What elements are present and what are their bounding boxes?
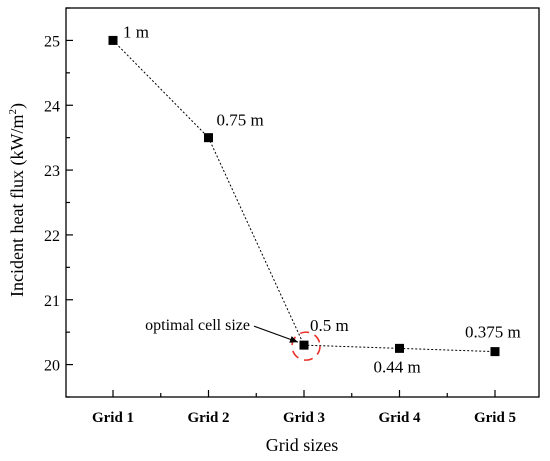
x-axis-title: Grid sizes xyxy=(266,435,338,455)
data-point-label: 0.5 m xyxy=(310,316,349,335)
y-tick-label: 24 xyxy=(44,98,60,115)
data-point-label: 0.44 m xyxy=(374,357,421,376)
data-point-label: 0.375 m xyxy=(465,323,521,342)
y-axis-title-main: Incident heat flux (kW/m xyxy=(7,115,28,297)
y-tick-label: 21 xyxy=(44,293,60,310)
x-tick-label: Grid 5 xyxy=(474,410,516,426)
y-tick-label: 20 xyxy=(44,358,60,375)
data-point-marker xyxy=(490,347,500,357)
data-point-marker xyxy=(299,340,309,350)
highlight-circle xyxy=(291,331,321,361)
point-labels: 1 m 0.75 m 0.5 m 0.44 m 0.375 m xyxy=(123,22,521,376)
y-tick-label: 23 xyxy=(44,163,60,180)
series-line xyxy=(112,40,496,353)
annotation-text: optimal cell size xyxy=(145,317,250,334)
series-layer xyxy=(108,35,500,357)
annotation-arrowhead xyxy=(289,336,298,343)
y-tick-label: 22 xyxy=(44,228,60,245)
y-tick-label: 25 xyxy=(44,33,60,50)
x-tick-label: Grid 1 xyxy=(92,410,134,426)
x-tick-label: Grid 4 xyxy=(378,410,421,426)
y-axis-title-close: ) xyxy=(7,103,28,109)
data-point-marker xyxy=(108,35,118,45)
data-point-label: 1 m xyxy=(123,22,149,41)
annotation: optimal cell size xyxy=(145,317,321,361)
x-tick-label: Grid 2 xyxy=(187,410,229,426)
y-axis-title: Incident heat flux (kW/m2) xyxy=(7,103,28,297)
data-point-label: 0.75 m xyxy=(217,111,264,130)
data-point-marker xyxy=(204,133,213,143)
y-axis: 20 21 22 23 24 25 xyxy=(44,7,73,398)
data-point-marker xyxy=(395,343,404,353)
x-tick-label: Grid 3 xyxy=(283,410,325,426)
x-axis: Grid 1 Grid 2 Grid 3 Grid 4 Grid 5 xyxy=(92,390,516,426)
y-axis-title-superscript: 2 xyxy=(7,109,19,115)
